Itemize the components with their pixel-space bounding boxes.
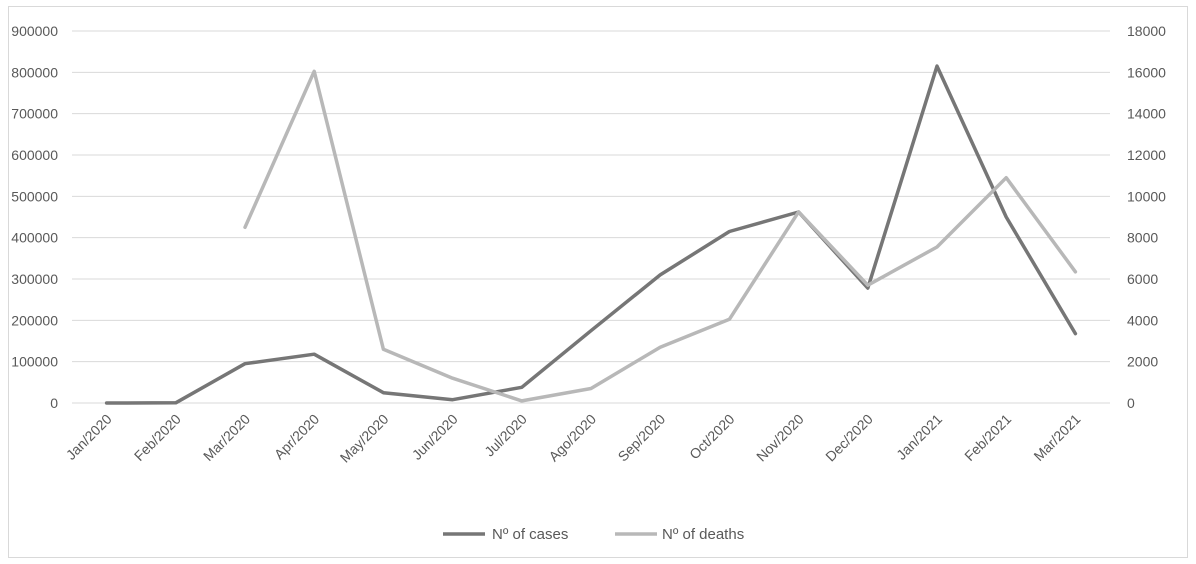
right-tick-label: 16000 [1127,64,1166,80]
left-tick-label: 800000 [11,64,58,80]
left-tick-label: 500000 [11,188,58,204]
left-tick-label: 900000 [11,23,58,39]
left-tick-label: 100000 [11,354,58,370]
x-tick-label: Mar/2021 [1030,411,1083,464]
left-tick-label: 0 [50,395,58,411]
right-tick-label: 0 [1127,395,1135,411]
series-lines [104,64,1078,405]
x-tick-label: Feb/2020 [131,411,184,464]
right-axis-ticks: 0 2000 4000 6000 8000 10000 12000 14000 16000 180… [1127,23,1166,411]
x-tick-label: Dec/2020 [822,411,876,465]
x-axis-ticks: Jan/2020 Feb/2020 Mar/2020 Apr/2020 May/2020… [63,411,1084,466]
series-line-cases [104,64,1078,405]
right-tick-label: 4000 [1127,312,1158,328]
x-tick-label: Apr/2020 [271,411,323,463]
legend-label: Nº of deaths [662,526,744,543]
left-axis-ticks: 0 100000 200000 300000 400000 500000 600000 700… [11,23,58,411]
x-tick-label: Ago/2020 [545,411,599,465]
x-tick-label: Jun/2020 [409,411,461,463]
series-line-deaths [243,69,1078,403]
x-tick-label: Jan/2020 [63,411,115,463]
right-tick-label: 12000 [1127,147,1166,163]
left-tick-label: 700000 [11,106,58,122]
right-tick-label: 8000 [1127,230,1158,246]
legend: Nº of cases Nº of deaths [443,526,744,543]
right-tick-label: 10000 [1127,188,1166,204]
right-tick-label: 14000 [1127,106,1166,122]
left-tick-label: 400000 [11,230,58,246]
x-tick-label: Nov/2020 [753,411,807,465]
gridlines [72,30,1110,404]
x-tick-label: Feb/2021 [961,411,1014,464]
right-tick-label: 6000 [1127,271,1158,287]
left-tick-label: 600000 [11,147,58,163]
x-tick-label: Jul/2020 [481,411,530,460]
right-tick-label: 18000 [1127,23,1166,39]
left-tick-label: 300000 [11,271,58,287]
legend-label: Nº of cases [492,526,568,543]
right-tick-label: 2000 [1127,354,1158,370]
x-tick-label: May/2020 [337,411,392,466]
chart-frame [8,6,1188,558]
x-tick-label: Oct/2020 [686,411,738,463]
x-tick-label: Jan/2021 [893,411,945,463]
x-tick-label: Sep/2020 [615,411,669,465]
x-tick-label: Mar/2020 [200,411,253,464]
left-tick-label: 200000 [11,312,58,328]
